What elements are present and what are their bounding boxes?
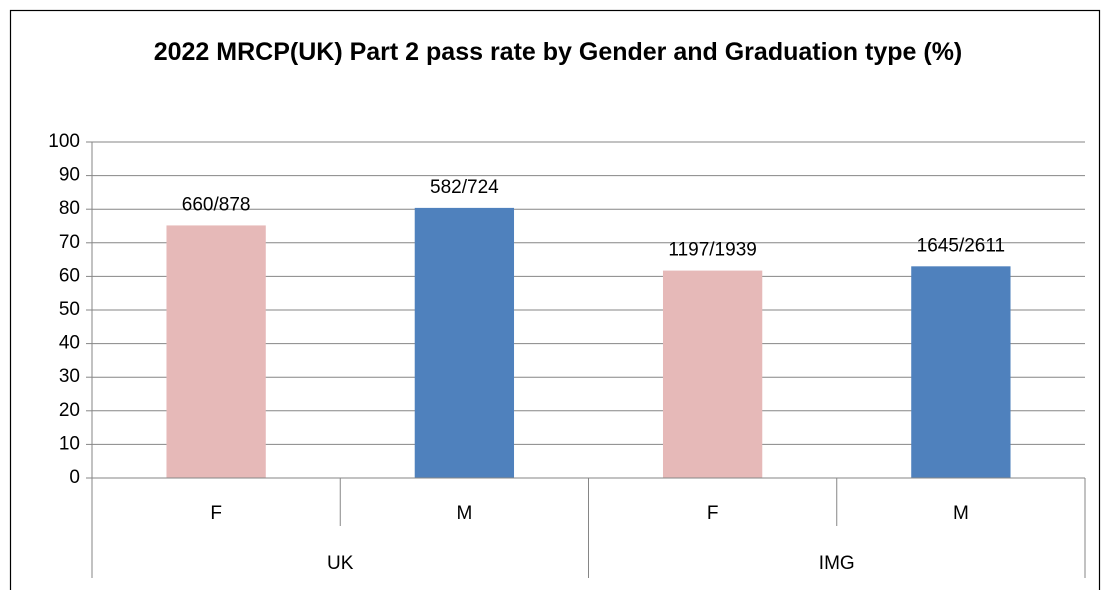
bar (166, 225, 266, 478)
y-tick-label: 0 (69, 467, 80, 488)
x-tick-label: F (210, 503, 222, 524)
data-label: 660/878 (182, 194, 251, 215)
y-tick-label: 10 (59, 433, 80, 454)
y-tick-label: 50 (59, 299, 80, 320)
y-tick-label: 100 (48, 131, 80, 152)
y-tick-label: 60 (59, 265, 80, 286)
chart-title: 2022 MRCP(UK) Part 2 pass rate by Gender… (153, 38, 963, 66)
y-tick-label: 70 (59, 232, 80, 253)
chart-border (9, 9, 1101, 590)
bar (911, 266, 1011, 478)
data-label: 1645/2611 (917, 235, 1005, 256)
data-label: 1197/1939 (668, 240, 756, 261)
y-tick-label: 40 (59, 333, 80, 354)
bar (414, 207, 515, 479)
y-tick-label: 20 (59, 400, 80, 421)
y-tick-label: 80 (59, 198, 80, 219)
x-tick-label: F (707, 503, 719, 524)
y-tick-label: 90 (59, 165, 80, 186)
data-label: 582/724 (430, 177, 499, 198)
x-group-label: UK (327, 553, 354, 574)
x-tick-label: M (456, 503, 472, 524)
x-tick-label: M (953, 503, 969, 524)
bar (662, 270, 763, 478)
y-tick-label: 30 (59, 366, 80, 387)
x-group-label: IMG (819, 553, 855, 574)
